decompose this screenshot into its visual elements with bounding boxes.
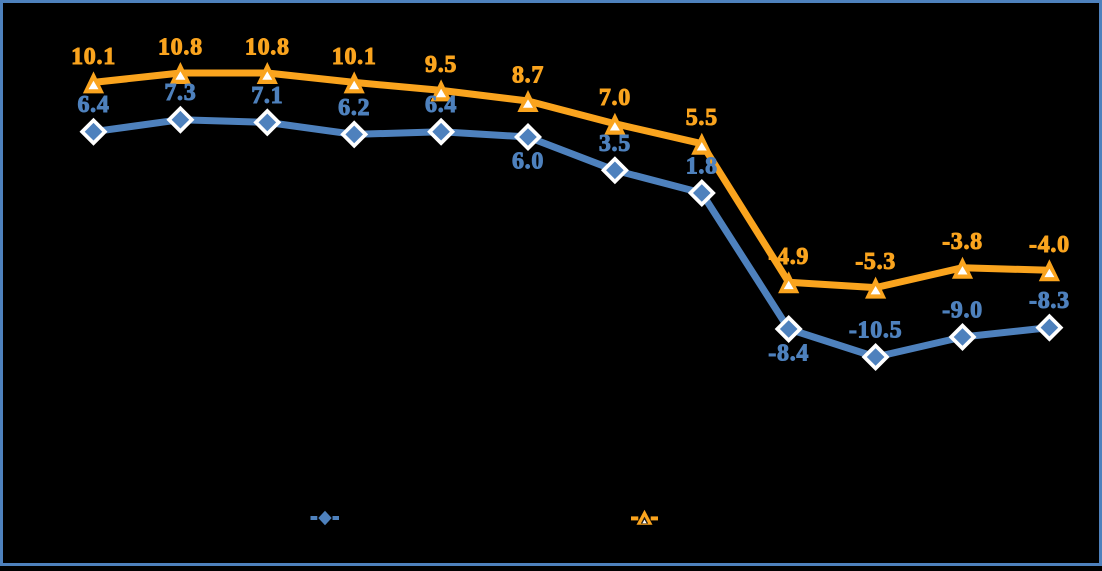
svg-text:7.3: 7.3 <box>164 80 196 106</box>
svg-text:6.2: 6.2 <box>338 95 370 121</box>
svg-text:-9.0: -9.0 <box>942 298 983 324</box>
svg-text:-3.8: -3.8 <box>942 229 983 255</box>
svg-text:-4.9: -4.9 <box>768 244 809 270</box>
svg-text:6.4: 6.4 <box>425 92 457 118</box>
svg-text:-5.3: -5.3 <box>855 249 896 275</box>
svg-text:-10.5: -10.5 <box>849 318 903 344</box>
svg-text:7.0: 7.0 <box>599 85 631 111</box>
svg-text:10.8: 10.8 <box>245 35 290 61</box>
svg-text:5.5: 5.5 <box>686 105 718 131</box>
svg-text:10.1: 10.1 <box>332 44 377 70</box>
svg-text:8.7: 8.7 <box>512 63 544 89</box>
svg-text:9.5: 9.5 <box>425 52 457 78</box>
svg-text:1.8: 1.8 <box>686 154 718 180</box>
svg-text:10.1: 10.1 <box>71 44 116 70</box>
svg-text:7.1: 7.1 <box>251 83 283 109</box>
svg-text:-4.0: -4.0 <box>1029 232 1070 258</box>
svg-text:10.8: 10.8 <box>158 35 203 61</box>
svg-text:3.5: 3.5 <box>599 131 631 157</box>
svg-text:6.0: 6.0 <box>512 149 544 175</box>
svg-text:-8.4: -8.4 <box>768 341 809 367</box>
svg-text:-8.3: -8.3 <box>1029 288 1070 314</box>
svg-text:6.4: 6.4 <box>77 92 109 118</box>
